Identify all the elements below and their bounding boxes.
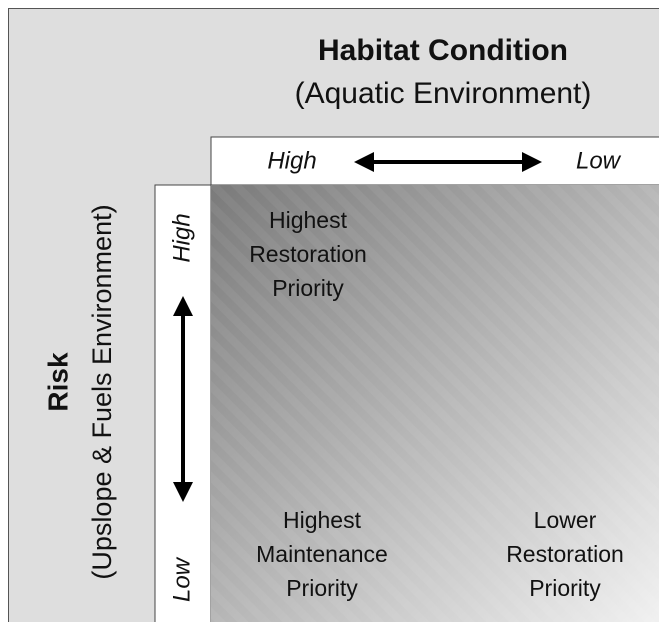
quadrant-text: Highest — [269, 207, 348, 233]
quadrants: Highest Restoration Priority Highest Mainten… — [249, 207, 624, 601]
quadrant-text: Priority — [286, 575, 358, 601]
quadrant-text: Highest — [283, 507, 362, 533]
title: Habitat Condition — [318, 34, 568, 67]
left-low: Low — [168, 556, 195, 602]
top-high: High — [267, 147, 316, 174]
matrix-texture — [211, 185, 659, 622]
quadrant-text: Priority — [529, 575, 601, 601]
left-high: High — [168, 213, 195, 262]
side-subtitle: (Upslope & Fuels Environment) — [87, 204, 117, 579]
quadrant-text: Priority — [272, 275, 344, 301]
quadrant-text: Lower — [534, 507, 597, 533]
subtitle: (Aquatic Environment) — [295, 77, 592, 110]
quadrant-text: Restoration — [506, 541, 624, 567]
quadrant-text: Restoration — [249, 241, 367, 267]
quadrant-text: Maintenance — [256, 541, 388, 567]
side-title: Risk — [42, 352, 73, 412]
top-low: Low — [576, 147, 622, 174]
